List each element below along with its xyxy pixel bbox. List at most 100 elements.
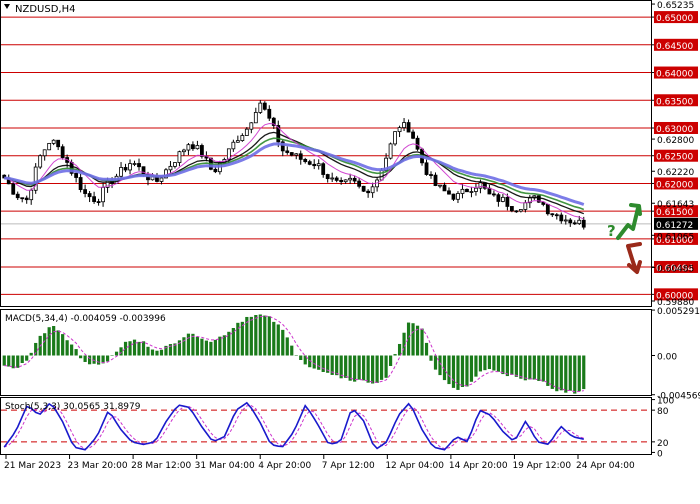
candle-body — [415, 137, 420, 150]
macd-bar — [550, 355, 554, 389]
macd-bar — [74, 349, 78, 356]
level-price-label: 0.64000 — [656, 70, 693, 80]
level-price-tag — [654, 205, 698, 218]
candle-body — [258, 102, 263, 113]
macd-bar — [438, 355, 442, 376]
macd-bar — [43, 333, 47, 356]
macd-bar — [303, 355, 307, 365]
level-price-tag — [654, 11, 698, 24]
candle-body — [429, 174, 433, 176]
macd-bar — [254, 315, 258, 356]
macd-bar — [267, 316, 271, 356]
candle-body — [402, 122, 406, 128]
stochastic-tick-label: 80 — [657, 407, 669, 417]
candle-body — [433, 174, 438, 186]
candle-body — [33, 166, 38, 191]
macd-bar — [218, 336, 222, 356]
candle-body — [523, 202, 528, 210]
moving-average-line — [4, 142, 585, 206]
candle-body — [330, 177, 335, 180]
candle-body — [577, 219, 582, 224]
direction-arrows: ? — [607, 203, 642, 274]
candle-body — [137, 163, 141, 168]
macd-bar — [263, 315, 267, 356]
candle-body — [123, 167, 128, 171]
macd-bar — [510, 355, 514, 375]
title-triangle-icon — [4, 4, 10, 9]
macd-bar — [326, 355, 330, 373]
candle-body — [424, 162, 429, 175]
candle-body — [451, 193, 456, 200]
candle-body — [572, 222, 577, 225]
candle-body — [200, 145, 204, 157]
macd-bar — [397, 343, 402, 356]
macd-bar — [182, 337, 186, 356]
time-tick-label: 24 Apr 04:00 — [576, 461, 635, 471]
candle-body — [366, 190, 371, 194]
macd-bar — [537, 355, 541, 381]
candle-body — [348, 177, 353, 181]
time-tick-label: 7 Apr 12:00 — [322, 461, 375, 471]
level-price-tag — [654, 260, 698, 273]
macd-bar — [442, 355, 447, 381]
macd-histogram — [2, 314, 586, 394]
macd-bar — [362, 355, 366, 381]
macd-bar — [564, 355, 568, 393]
macd-bar — [186, 333, 191, 356]
candle-body — [51, 139, 56, 144]
stochastic-tick-label: 20 — [657, 439, 669, 449]
candle-body — [447, 190, 451, 195]
candle-body — [303, 158, 308, 163]
macd-bar — [519, 355, 523, 379]
candle-body — [554, 214, 559, 217]
macd-bar — [258, 314, 262, 356]
candle-body — [96, 201, 101, 203]
arrow-up-icon — [616, 203, 642, 240]
macd-bar — [119, 347, 123, 356]
level-price-tag — [654, 38, 698, 51]
macd-bar — [505, 355, 509, 377]
candle-body — [465, 188, 469, 193]
candle-body — [56, 139, 61, 148]
macd-bar — [34, 342, 38, 356]
macd-bar — [177, 340, 182, 356]
macd-bar — [168, 344, 173, 356]
candle-body — [325, 174, 330, 180]
level-price-label: 0.65000 — [656, 14, 693, 24]
candle-body — [370, 186, 375, 194]
macd-bar — [335, 355, 339, 376]
candle-body — [307, 161, 312, 165]
macd-bar — [429, 355, 433, 361]
macd-bar — [105, 355, 110, 362]
macd-bar — [487, 355, 492, 369]
candle-body — [11, 183, 16, 195]
time-tick-label: 31 Mar 04:00 — [195, 461, 255, 471]
price-tick-label: 0.60485 — [657, 264, 694, 274]
macd-bar — [245, 316, 249, 356]
macd-bar — [339, 355, 343, 379]
macd-tick-label: 0.005291 — [657, 307, 700, 317]
macd-bar — [222, 335, 226, 356]
macd-bar — [294, 355, 298, 356]
candle-body — [469, 191, 474, 193]
level-price-label: 0.63000 — [656, 125, 693, 135]
level-price-tag — [654, 94, 698, 107]
price-tick-label: 0.62220 — [657, 168, 694, 178]
macd-bar — [353, 355, 357, 382]
candle-body — [78, 177, 83, 190]
macd-bar — [460, 355, 465, 387]
candle-body — [559, 214, 564, 222]
macd-bar — [411, 323, 415, 356]
candle-body — [42, 149, 47, 157]
macd-bar — [195, 336, 200, 356]
time-tick-label: 14 Apr 20:00 — [449, 461, 508, 471]
candle-body — [280, 141, 285, 152]
candle-body — [334, 177, 339, 181]
stochastic-lines — [1, 401, 651, 451]
candle-body — [289, 152, 294, 156]
macd-bar — [56, 330, 60, 356]
candle-body — [285, 150, 290, 153]
macd-tick-label: 0.00 — [657, 353, 677, 363]
candle-body — [231, 141, 236, 150]
